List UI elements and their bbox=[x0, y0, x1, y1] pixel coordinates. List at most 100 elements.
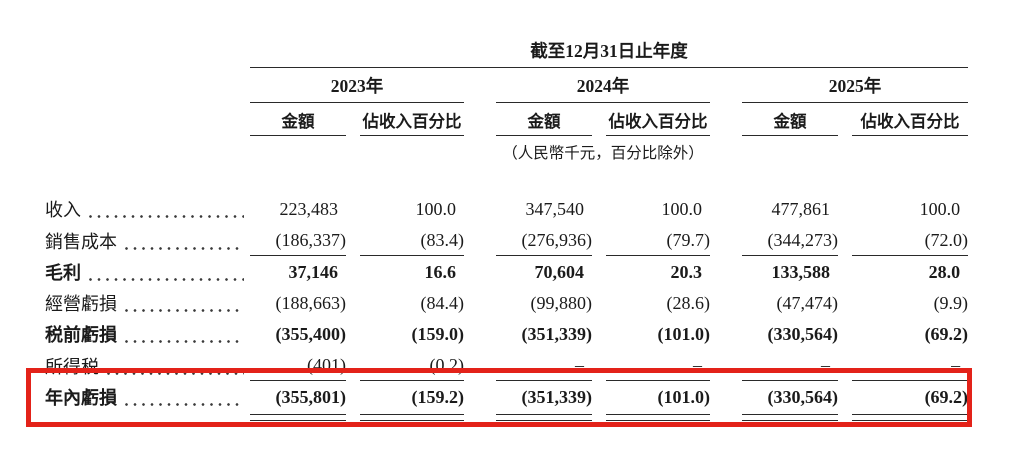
dot-leader bbox=[125, 340, 244, 343]
spacer-cell bbox=[838, 381, 852, 413]
row-label: 毛利 bbox=[45, 263, 81, 283]
spacer-cell bbox=[592, 287, 606, 318]
value-cell: (83.4) bbox=[360, 224, 464, 256]
spacer-cell bbox=[838, 318, 852, 349]
value-cell: 16.6 bbox=[424, 262, 457, 282]
value-cell: (355,400) bbox=[275, 324, 347, 344]
spacer-cell bbox=[346, 103, 360, 136]
spacer-cell bbox=[346, 256, 360, 288]
spacer-cell bbox=[346, 287, 360, 318]
spacer-cell bbox=[710, 381, 742, 413]
value-cell: 100.0 bbox=[415, 199, 457, 219]
double-rule bbox=[742, 412, 838, 421]
pct-header-2025: 佔收入百分比 bbox=[852, 102, 969, 136]
spacer-cell bbox=[838, 103, 852, 136]
year-header-2023: 2023年 bbox=[250, 67, 464, 103]
spacer-cell bbox=[592, 412, 606, 421]
spacer-cell bbox=[464, 412, 496, 421]
dot-leader bbox=[125, 403, 244, 406]
spacer-cell bbox=[592, 256, 606, 288]
value-cell: (330,564) bbox=[767, 387, 839, 407]
value-cell: (351,339) bbox=[521, 324, 593, 344]
double-rule bbox=[360, 412, 464, 421]
row-revenue: 收入 223,483 100.0 347,540 100.0 477,861 1… bbox=[45, 193, 968, 224]
value-cell: 347,540 bbox=[525, 199, 585, 219]
row-operating-loss: 經營虧損 (188,663) (84.4) (99,880) (28.6) (4… bbox=[45, 287, 968, 318]
spacer-cell bbox=[45, 68, 250, 103]
subheader-row: 金額 佔收入百分比 金額 佔收入百分比 金額 佔收入百分比 bbox=[45, 102, 969, 136]
value-cell: 477,861 bbox=[771, 199, 831, 219]
spacer-cell bbox=[464, 68, 496, 103]
spacer-cell bbox=[710, 349, 742, 381]
amount-header-2023: 金額 bbox=[250, 102, 346, 136]
amount-header-2025: 金額 bbox=[742, 102, 838, 136]
value-cell: (276,936) bbox=[496, 224, 592, 256]
spacer-cell bbox=[464, 193, 496, 224]
spacer-cell bbox=[464, 381, 496, 413]
row-label: 税前虧損 bbox=[45, 325, 117, 345]
value-cell: (84.4) bbox=[420, 293, 465, 313]
unit-note-row: （人民幣千元，百分比除外） bbox=[45, 136, 968, 168]
value-cell: 133,588 bbox=[771, 262, 831, 282]
value-cell: 37,146 bbox=[288, 262, 339, 282]
row-label-cell: 經營虧損 bbox=[45, 287, 250, 318]
double-rule bbox=[852, 412, 969, 421]
unit-note: （人民幣千元，百分比除外） bbox=[502, 145, 704, 162]
value-cell: (186,337) bbox=[250, 224, 346, 256]
spacer-cell bbox=[346, 349, 360, 381]
double-rule-row bbox=[45, 412, 969, 421]
row-label: 所得税 bbox=[45, 356, 99, 377]
amount-header-2024: 金額 bbox=[496, 102, 592, 136]
spacer-cell bbox=[464, 136, 496, 168]
value-cell: (351,339) bbox=[521, 387, 593, 407]
value-cell: (401) bbox=[250, 349, 346, 381]
value-cell: 223,483 bbox=[279, 199, 339, 219]
spacer-cell bbox=[346, 224, 360, 256]
value-cell: 28.0 bbox=[928, 262, 961, 282]
spacer-cell bbox=[464, 318, 496, 349]
spacer-cell bbox=[464, 287, 496, 318]
dot-leader bbox=[125, 246, 244, 250]
spacer-cell bbox=[346, 381, 360, 413]
spacer-cell bbox=[592, 193, 606, 224]
row-label-cell: 税前虧損 bbox=[45, 318, 250, 349]
dot-leader bbox=[125, 309, 244, 312]
row-label-cell: 銷售成本 bbox=[45, 224, 250, 256]
value-cell: (69.2) bbox=[924, 324, 969, 344]
pct-header-2023: 佔收入百分比 bbox=[360, 102, 464, 136]
value-cell: (47,474) bbox=[776, 293, 839, 313]
row-label: 收入 bbox=[45, 200, 81, 220]
value-cell: (188,663) bbox=[275, 293, 347, 313]
income-statement-table: 截至12月31日止年度 2023年 2024年 2025年 金額 佔收入百分比 … bbox=[45, 38, 969, 421]
row-income-tax: 所得税 (401) (0.2) – – – – bbox=[45, 349, 969, 381]
spacer-cell bbox=[838, 349, 852, 381]
spacer-cell bbox=[464, 103, 496, 136]
double-rule bbox=[496, 412, 592, 421]
spacer-cell bbox=[710, 224, 742, 256]
spacer-cell bbox=[838, 224, 852, 256]
dot-leader bbox=[89, 278, 244, 281]
spacer-cell bbox=[710, 412, 742, 421]
spacer-cell bbox=[592, 224, 606, 256]
value-cell: (159.0) bbox=[411, 324, 465, 344]
pct-header-2024: 佔收入百分比 bbox=[606, 102, 710, 136]
row-label-cell: 所得税 bbox=[45, 349, 250, 381]
value-cell: 70,604 bbox=[534, 262, 585, 282]
value-cell: (72.0) bbox=[852, 224, 969, 256]
spacer-cell bbox=[346, 193, 360, 224]
spacer-cell bbox=[346, 412, 360, 421]
spacer-cell bbox=[592, 381, 606, 413]
row-label: 年內虧損 bbox=[45, 388, 117, 408]
period-header: 截至12月31日止年度 bbox=[250, 38, 969, 68]
year-header-row: 2023年 2024年 2025年 bbox=[45, 67, 969, 103]
spacer-cell bbox=[710, 318, 742, 349]
value-cell: (101.0) bbox=[657, 324, 711, 344]
value-cell: (0.2) bbox=[360, 349, 464, 381]
row-label: 銷售成本 bbox=[45, 231, 117, 252]
value-cell: 100.0 bbox=[919, 199, 961, 219]
spacer-cell bbox=[710, 193, 742, 224]
spacer-cell bbox=[45, 167, 968, 193]
row-cost-of-sales: 銷售成本 (186,337) (83.4) (276,936) (79.7) (… bbox=[45, 224, 969, 256]
value-cell: – bbox=[852, 349, 969, 381]
row-loss-before-tax: 税前虧損 (355,400) (159.0) (351,339) (101.0)… bbox=[45, 318, 968, 349]
